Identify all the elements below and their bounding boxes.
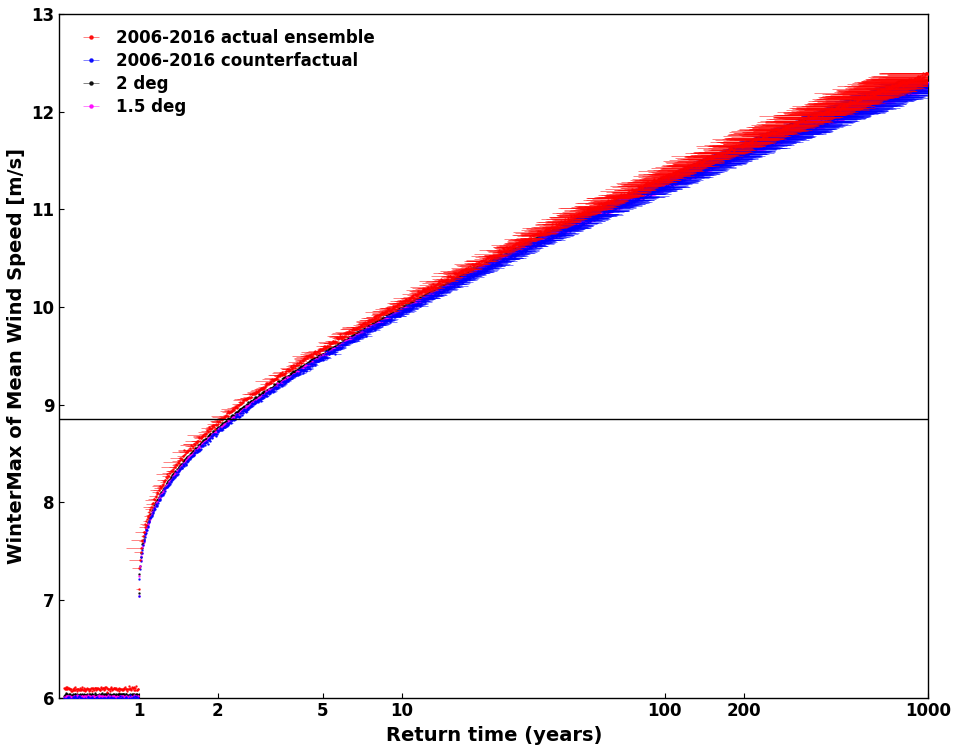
Legend: 2006-2016 actual ensemble, 2006-2016 counterfactual, 2 deg, 1.5 deg: 2006-2016 actual ensemble, 2006-2016 cou…	[68, 23, 381, 123]
X-axis label: Return time (years): Return time (years)	[385, 726, 602, 745]
Y-axis label: WinterMax of Mean Wind Speed [m/s]: WinterMax of Mean Wind Speed [m/s]	[7, 148, 26, 564]
